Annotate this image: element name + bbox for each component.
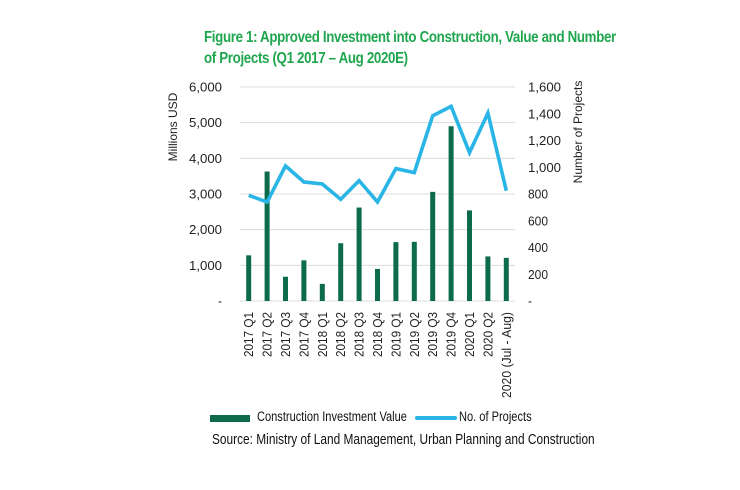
chart-title-line-2: of Projects (Q1 2017 – Aug 2020E) xyxy=(204,50,408,67)
x-tick-label: 2019 Q4 xyxy=(444,312,459,357)
bar xyxy=(375,268,380,301)
x-tick-label: 2017 Q1 xyxy=(241,312,256,357)
bar xyxy=(283,276,288,301)
right-tick-label: 1,200 xyxy=(528,133,561,148)
bar xyxy=(393,242,399,301)
x-tick-label: 2018 Q2 xyxy=(333,312,348,357)
left-axis-ticks: - 1,000 2,000 3,000 4,000 5,000 6,000 xyxy=(189,80,222,309)
right-tick-label: 1,000 xyxy=(528,160,561,175)
left-tick-label: - xyxy=(218,294,222,309)
x-axis-ticks: 2017 Q1 2017 Q2 2017 Q3 2017 Q4 2018 Q1 2018 … xyxy=(241,312,514,398)
right-tick-label: 800 xyxy=(528,187,548,202)
bar xyxy=(485,256,491,301)
bar xyxy=(356,207,362,301)
bar xyxy=(411,241,417,301)
chart-title: Figure 1: Approved Investment into Const… xyxy=(204,27,616,69)
projects-line xyxy=(248,103,509,206)
left-tick-label: 6,000 xyxy=(189,80,222,95)
bar xyxy=(301,260,307,301)
x-tick-label: 2017 Q4 xyxy=(296,312,311,357)
x-tick-label: 2018 Q4 xyxy=(370,312,385,357)
right-tick-label: 400 xyxy=(528,240,548,255)
right-axis-ticks: - 200 400 600 800 1,000 1,200 1,400 1,600 xyxy=(528,80,561,309)
x-tick-label: 2018 Q3 xyxy=(352,312,367,357)
right-tick-label: 200 xyxy=(528,267,548,282)
right-tick-label: 1,600 xyxy=(528,80,561,95)
right-tick-label: 1,400 xyxy=(528,106,561,121)
left-tick-label: 4,000 xyxy=(189,151,222,166)
bar xyxy=(319,283,325,301)
right-axis-title: Number of Projects xyxy=(571,81,585,184)
bar xyxy=(503,257,509,301)
x-tick-label: 2019 Q3 xyxy=(425,312,440,357)
left-axis-title: Millions USD xyxy=(166,92,180,161)
chart-title-line-1: Figure 1: Approved Investment into Const… xyxy=(204,29,616,46)
right-tick-label: 600 xyxy=(528,213,548,228)
legend-label-projects: No. of Projects xyxy=(459,409,532,424)
x-tick-label: 2020 (Jul - Aug) xyxy=(499,312,514,398)
legend-swatch-line xyxy=(415,416,457,420)
bar xyxy=(246,255,252,301)
x-tick-label: 2019 Q1 xyxy=(388,312,403,357)
legend-label-investment: Construction Investment Value xyxy=(257,409,407,424)
left-tick-label: 5,000 xyxy=(189,115,222,130)
source-note: Source: Ministry of Land Management, Urb… xyxy=(212,432,595,448)
left-tick-label: 2,000 xyxy=(189,222,222,237)
x-tick-label: 2018 Q1 xyxy=(315,312,330,357)
bar-series-investment xyxy=(246,126,509,301)
left-tick-label: 1,000 xyxy=(189,258,222,273)
bar xyxy=(467,210,472,301)
bar xyxy=(430,191,436,301)
left-tick-label: 3,000 xyxy=(189,187,222,202)
x-tick-label: 2019 Q2 xyxy=(407,312,422,357)
x-tick-label: 2017 Q2 xyxy=(260,312,275,357)
x-tick-label: 2020 Q1 xyxy=(462,312,477,357)
x-tick-label: 2020 Q2 xyxy=(480,312,495,357)
line-series-projects xyxy=(248,103,509,206)
bar xyxy=(264,171,270,301)
legend-swatch-bar xyxy=(210,415,250,422)
bar xyxy=(448,126,454,301)
x-tick-label: 2017 Q3 xyxy=(278,312,293,357)
bar xyxy=(338,243,344,301)
right-tick-label: - xyxy=(528,294,532,309)
